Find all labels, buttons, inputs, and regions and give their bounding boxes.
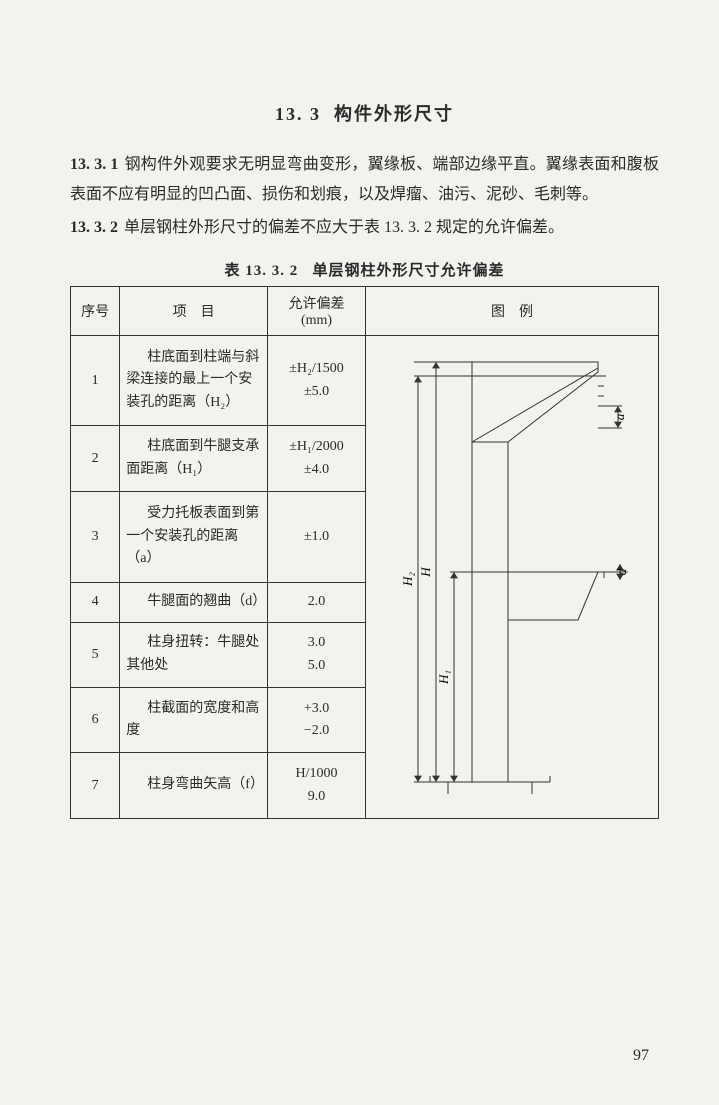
- cell-figure: H₁ HH₂ a d: [366, 335, 659, 818]
- clause-2: 13. 3. 2 单层钢柱外形尺寸的偏差不应大于表 13. 3. 2 规定的允许偏…: [70, 213, 659, 243]
- th-tol: 允许偏差(mm): [268, 286, 366, 335]
- svg-text:d: d: [614, 568, 629, 575]
- cell-seq: 1: [71, 335, 120, 426]
- cell-seq: 5: [71, 622, 120, 687]
- cell-item: 柱底面到柱端与斜梁连接的最上一个安装孔的距离（H₂）: [120, 335, 268, 426]
- table-caption: 表 13. 3. 2 单层钢柱外形尺寸允许偏差: [70, 259, 659, 280]
- clause-1: 13. 3. 1钢构件外观要求无明显弯曲变形，翼缘板、端部边缘平直。翼缘表面和腹…: [70, 150, 659, 209]
- page: 13. 3 构件外形尺寸 13. 3. 1钢构件外观要求无明显弯曲变形，翼缘板、…: [0, 0, 719, 1105]
- cell-item: 柱身弯曲矢高（f）: [120, 753, 268, 818]
- section-number: 13. 3: [275, 104, 321, 124]
- cell-tol: 3.05.0: [268, 622, 366, 687]
- th-seq: 序号: [71, 286, 120, 335]
- table-caption-title: 单层钢柱外形尺寸允许偏差: [313, 263, 505, 279]
- svg-text:a: a: [612, 413, 627, 420]
- cell-item: 柱截面的宽度和高度: [120, 687, 268, 752]
- cell-item: 柱底面到牛腿支承面距离（H₁）: [120, 426, 268, 491]
- cell-seq: 6: [71, 687, 120, 752]
- tolerance-table: 序号 项 目 允许偏差(mm) 图 例 1 柱底面到柱端与斜梁连接的最上一个安装…: [70, 286, 659, 819]
- cell-tol: 2.0: [268, 582, 366, 622]
- section-heading: 13. 3 构件外形尺寸: [70, 100, 659, 126]
- svg-text:H₂: H₂: [400, 571, 415, 586]
- cell-item: 柱身扭转：牛腿处其他处: [120, 622, 268, 687]
- section-title-text: 构件外形尺寸: [334, 104, 454, 124]
- clause-1-num: 13. 3. 1: [70, 156, 118, 173]
- page-number: 97: [633, 1047, 649, 1065]
- th-fig: 图 例: [366, 286, 659, 335]
- cell-tol: +3.0−2.0: [268, 687, 366, 752]
- cell-seq: 7: [71, 753, 120, 818]
- cell-seq: 2: [71, 426, 120, 491]
- diagram-wrap: H₁ HH₂ a d: [372, 342, 652, 812]
- cell-seq: 3: [71, 491, 120, 582]
- column-diagram: H₁ HH₂ a d: [372, 342, 652, 812]
- clause-2-text: 单层钢柱外形尺寸的偏差不应大于表 13. 3. 2 规定的允许偏差。: [124, 219, 564, 236]
- cell-tol: ±H₁/2000±4.0: [268, 426, 366, 491]
- cell-item: 牛腿面的翘曲（d）: [120, 582, 268, 622]
- cell-tol: H/10009.0: [268, 753, 366, 818]
- cell-item: 受力托板表面到第一个安装孔的距离（a）: [120, 491, 268, 582]
- table-header-row: 序号 项 目 允许偏差(mm) 图 例: [71, 286, 659, 335]
- clause-1-text: 钢构件外观要求无明显弯曲变形，翼缘板、端部边缘平直。翼缘表面和腹板表面不应有明显…: [70, 156, 659, 203]
- cell-tol: ±H₂/1500±5.0: [268, 335, 366, 426]
- svg-text:H: H: [418, 566, 433, 577]
- table-caption-prefix: 表 13. 3. 2: [224, 263, 298, 279]
- th-item: 项 目: [120, 286, 268, 335]
- cell-tol: ±1.0: [268, 491, 366, 582]
- svg-text:H₁: H₁: [436, 670, 451, 685]
- cell-seq: 4: [71, 582, 120, 622]
- table-row: 1 柱底面到柱端与斜梁连接的最上一个安装孔的距离（H₂） ±H₂/1500±5.…: [71, 335, 659, 426]
- clause-2-num: 13. 3. 2: [70, 219, 118, 236]
